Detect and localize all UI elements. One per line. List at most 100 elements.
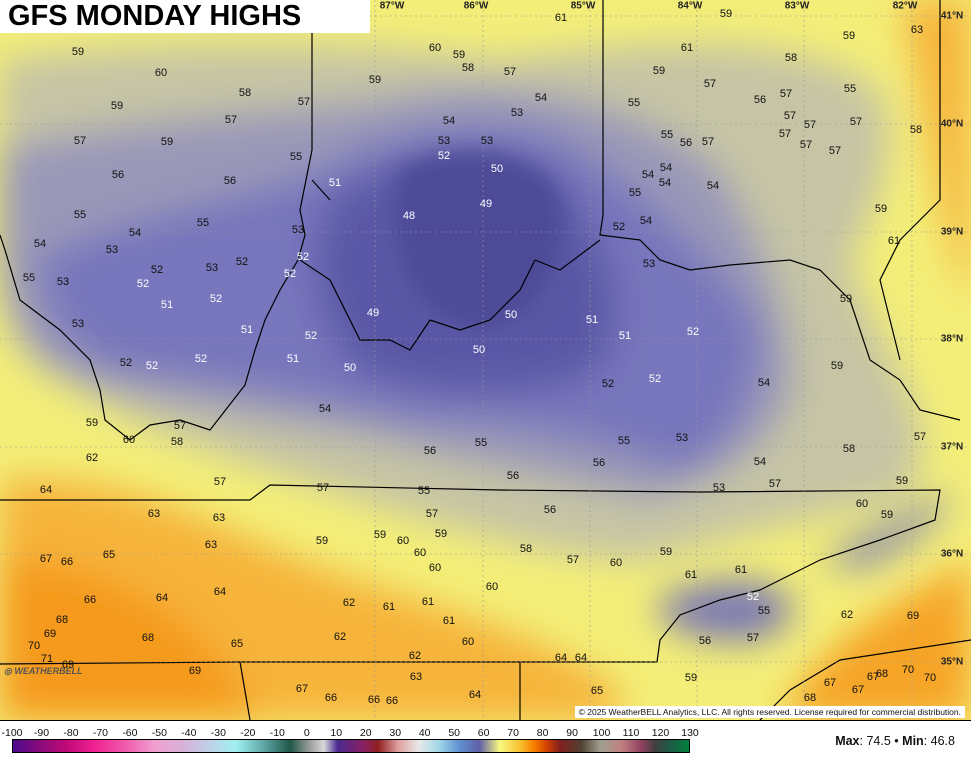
temperature-label: 65 xyxy=(590,685,604,697)
temperature-label: 50 xyxy=(490,163,504,175)
temperature-label: 67 xyxy=(823,677,837,689)
temperature-label: 55 xyxy=(73,209,87,221)
latitude-label: 35°N xyxy=(940,656,964,668)
temperature-label: 59 xyxy=(719,8,733,20)
temperature-label: 60 xyxy=(855,498,869,510)
temperature-label: 66 xyxy=(83,594,97,606)
temperature-label: 56 xyxy=(423,445,437,457)
temperature-label: 61 xyxy=(684,569,698,581)
temperature-label: 54 xyxy=(33,238,47,250)
temperature-label: 52 xyxy=(746,591,760,603)
temperature-label: 61 xyxy=(887,235,901,247)
temperature-label: 52 xyxy=(437,150,451,162)
temperature-label: 59 xyxy=(373,529,387,541)
temperature-label: 57 xyxy=(297,96,311,108)
temperature-label: 53 xyxy=(675,432,689,444)
temperature-label: 56 xyxy=(506,470,520,482)
temperature-label: 57 xyxy=(779,88,793,100)
temperature-label: 57 xyxy=(799,139,813,151)
temperature-label: 57 xyxy=(783,110,797,122)
temperature-label: 59 xyxy=(839,293,853,305)
colorbar-tick: -80 xyxy=(63,727,79,739)
temperature-label: 68 xyxy=(55,614,69,626)
temperature-label: 52 xyxy=(209,293,223,305)
temperature-label: 55 xyxy=(474,437,488,449)
temperature-label: 53 xyxy=(642,258,656,270)
colorbar-tick: 80 xyxy=(536,727,549,739)
temperature-label: 69 xyxy=(61,659,75,671)
temperature-label: 59 xyxy=(368,74,382,86)
temperature-label: 57 xyxy=(213,476,227,488)
colorbar-tick: -90 xyxy=(33,727,50,739)
temperature-label: 67 xyxy=(295,683,309,695)
temperature-label: 49 xyxy=(479,198,493,210)
colorbar-tick: 90 xyxy=(566,727,578,739)
temperature-label: 54 xyxy=(659,162,673,174)
colorbar-tick: 10 xyxy=(330,727,343,739)
temperature-label: 57 xyxy=(828,145,842,157)
temperature-label: 66 xyxy=(324,692,338,704)
temperature-label: 53 xyxy=(205,262,219,274)
temperature-label: 52 xyxy=(648,373,662,385)
temperature-label: 67 xyxy=(39,553,53,565)
temperature-label: 70 xyxy=(923,672,937,684)
temperature-label: 57 xyxy=(73,135,87,147)
color-legend: -100 -90 -80 -70 -60 -50 -40 -30 -20 -10 0 10 20 30 40… xyxy=(0,720,971,758)
colorbar-tick: 30 xyxy=(389,727,402,739)
temperature-label: 52 xyxy=(296,251,310,263)
temperature-label: 61 xyxy=(680,42,694,54)
temperature-label: 66 xyxy=(385,695,399,707)
temperature-label: 51 xyxy=(585,314,599,326)
temperature-label: 52 xyxy=(235,256,249,268)
temperature-label: 59 xyxy=(315,535,329,547)
temperature-label: 68 xyxy=(803,692,817,704)
temperature-label: 53 xyxy=(71,318,85,330)
colorbar-tick: 60 xyxy=(477,727,490,739)
colorbar-tick: 0 xyxy=(303,727,310,739)
colorbar-tick: 110 xyxy=(622,727,640,739)
latitude-label: 41°N xyxy=(940,10,964,22)
temperature-label: 70 xyxy=(27,640,41,652)
temperature-label: 57 xyxy=(913,431,927,443)
temperature-label: 58 xyxy=(461,62,475,74)
temperature-label: 49 xyxy=(366,307,380,319)
colorbar-tick: -40 xyxy=(181,727,197,739)
temperature-label: 53 xyxy=(480,135,494,147)
temperature-label: 58 xyxy=(238,87,252,99)
temperature-label: 59 xyxy=(110,100,124,112)
temperature-label: 63 xyxy=(910,24,924,36)
temperature-label: 64 xyxy=(39,484,53,496)
temperature-label: 53 xyxy=(291,224,305,236)
temperature-label: 57 xyxy=(703,78,717,90)
colorbar-tick: 100 xyxy=(592,727,611,739)
temperature-label: 58 xyxy=(519,543,533,555)
colorbar-tick: 40 xyxy=(418,727,431,739)
temperature-label: 57 xyxy=(701,136,715,148)
colorbar-tick: -20 xyxy=(240,727,256,739)
temperature-label: 55 xyxy=(660,129,674,141)
temperature-label: 57 xyxy=(768,478,782,490)
temperature-label: 56 xyxy=(592,457,606,469)
temperature-label: 51 xyxy=(240,324,254,336)
temperature-label: 52 xyxy=(119,357,133,369)
colorbar-tick: 20 xyxy=(359,727,372,739)
temperature-label: 50 xyxy=(343,362,357,374)
temperature-label: 58 xyxy=(784,52,798,64)
colorbar-tick: -50 xyxy=(151,727,167,739)
temperature-label: 69 xyxy=(188,665,202,677)
temperature-label: 54 xyxy=(658,177,672,189)
colorbar-tick: -60 xyxy=(122,727,138,739)
temperature-label: 54 xyxy=(128,227,142,239)
temperature-label: 60 xyxy=(609,557,623,569)
temperature-label: 71 xyxy=(40,653,54,665)
temperature-label: 57 xyxy=(803,119,817,131)
map-title: GFS MONDAY HIGHS xyxy=(0,0,370,33)
temperature-label: 53 xyxy=(437,135,451,147)
latitude-label: 40°N xyxy=(940,118,964,130)
latitude-label: 36°N xyxy=(940,548,964,560)
temperature-label: 62 xyxy=(333,631,347,643)
temperature-label: 52 xyxy=(145,360,159,372)
colorbar-tick: -30 xyxy=(210,727,226,739)
temperature-label: 55 xyxy=(417,485,431,497)
temperature-label: 52 xyxy=(283,268,297,280)
